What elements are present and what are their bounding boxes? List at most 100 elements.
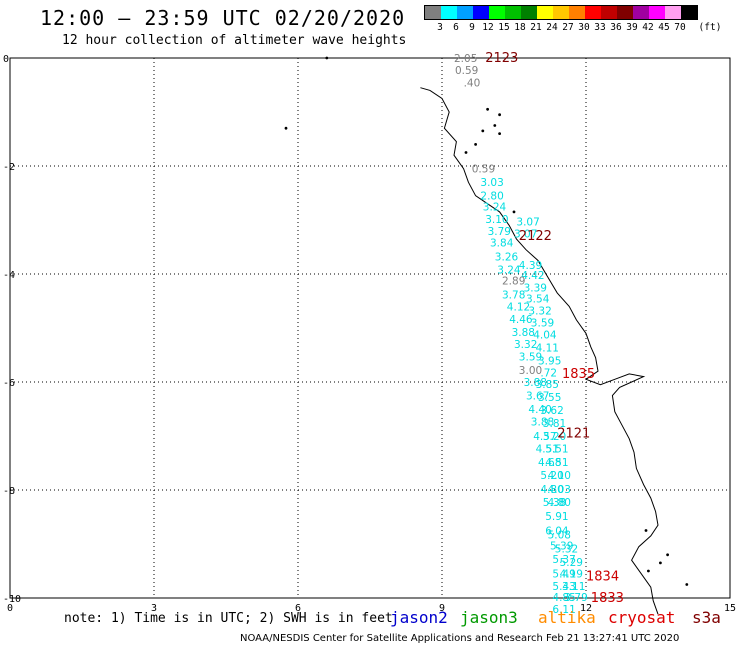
legend-swatch [569,6,585,19]
wave-height-label: 3.67 [526,391,549,403]
wave-height-label: 2.80 [480,191,503,203]
wave-height-label: 3.84 [490,238,514,250]
wave-height-label: 4.12 [507,301,530,313]
map-title: 12:00 – 23:59 UTC 02/20/2020 [40,6,406,30]
island [659,561,662,565]
wave-height-label: 5.20 [540,470,563,482]
legend-swatch [617,6,633,19]
wave-height-label: 5.32 [555,543,578,555]
wave-height-label: 4.80 [548,497,571,509]
wave-height-label: 3.32 [528,306,551,318]
color-legend: 3 6 9 12 15 18 21 24 27 30 33 36 39 42 45 70 (ft) [424,5,721,34]
legend-color-bar [424,5,698,20]
island [464,151,468,154]
island [486,107,489,111]
x-tick-label: 0 [7,603,13,614]
wave-height-label: 3.88 [524,377,547,389]
island [644,529,648,532]
y-tick-label: 0 [3,54,9,65]
satellite-label-altika: altika [538,608,596,627]
wave-height-label: 3.88 [531,416,554,428]
wave-height-label: 5.29 [560,557,583,569]
wave-height-label: 3.07 [516,217,539,229]
wave-height-label: 3.11 [562,581,585,593]
satellite-label-jason2: jason2 [390,608,448,627]
legend-swatch [601,6,617,19]
footer-credit: NOAA/NESDIS Center for Satellite Applica… [240,633,680,644]
wave-height-label: 3.85 [536,379,559,391]
legend-labels: 3 6 9 12 15 18 21 24 27 30 33 36 39 42 45 70 (ft) [424,20,721,34]
wave-height-label: 3.81 [543,418,566,430]
wave-height-label: 5.39 [550,541,573,553]
pass-time-label: 1834 [586,569,619,584]
wave-height-label: 4.39 [519,260,542,272]
wave-height-label: .72 [540,367,557,379]
island [685,583,689,586]
legend-label: 33 [594,22,606,33]
x-tick-label: 6 [295,603,301,614]
y-tick-label: -4 [3,270,15,281]
legend-swatch [505,6,521,19]
wave-height-label: 3.54 [526,293,550,305]
legend-unit: (ft) [698,22,722,33]
legend-swatch [649,6,665,19]
x-tick-label: 12 [580,603,592,614]
wave-height-label: 5.38 [543,497,566,509]
wave-height-label: 4.51 [536,443,559,455]
satellite-label-jason3: jason3 [460,608,518,627]
wave-height-label: 2.05 [454,53,477,65]
wave-height-label: 4.57 [533,431,556,443]
legend-label: 42 [642,22,654,33]
legend-swatch [425,6,441,19]
wave-height-label: 3.32 [514,339,537,351]
legend-swatch [585,6,601,19]
wave-height-label: 4.85 [552,592,575,604]
legend-label: 3 [437,22,443,33]
wave-height-label: 3.10 [485,214,508,226]
wave-height-label: 3.26 [495,252,519,264]
wave-height-label: 0.59 [455,65,478,77]
wave-height-label: 5.51 [545,443,568,455]
wave-height-label: 3.62 [540,405,563,417]
x-tick-label: 15 [724,603,736,614]
legend-swatch [681,6,697,19]
wave-height-label: 4.80 [540,484,563,496]
wave-height-label: 3.00 [519,365,542,377]
y-tick-label: -2 [3,162,15,173]
wave-height-label: 4.46 [509,314,533,326]
legend-swatch [665,6,681,19]
wave-height-label: 3.79 [564,592,587,604]
map-subtitle: 12 hour collection of altimeter wave hei… [62,33,407,48]
coastline [420,87,659,615]
wave-height-label: 3.55 [538,392,561,404]
wave-height-label: 3.07 [514,229,537,241]
legend-label: 24 [546,22,558,33]
island [512,210,516,214]
wave-height-label: 4.40 [528,404,551,416]
island [474,143,477,146]
island [666,553,669,557]
legend-swatch [457,6,473,19]
wave-height-label: 4.04 [533,329,557,341]
legend-label: 6 [453,22,459,33]
pass-time-label: 1835 [562,367,595,382]
map-frame [9,57,731,599]
wave-height-label: 3.39 [524,283,547,295]
island [498,132,501,136]
legend-swatch [633,6,649,19]
wave-height-label: 4.68 [538,457,561,469]
wave-height-label: .40 [464,77,481,89]
y-tick-label: -6 [3,378,15,389]
island [284,126,288,130]
legend-label: 45 [658,22,670,33]
wave-height-label: 4.03 [548,484,571,496]
wave-height-label: 5.37 [552,554,575,566]
legend-label: 36 [610,22,622,33]
wave-height-label: 3.59 [519,352,542,364]
island [493,124,497,127]
wave-height-label: 3.20 [543,431,566,443]
y-tick-label: -10 [3,594,21,605]
legend-swatch [441,6,457,19]
wave-height-label: 6.04 [545,526,569,538]
